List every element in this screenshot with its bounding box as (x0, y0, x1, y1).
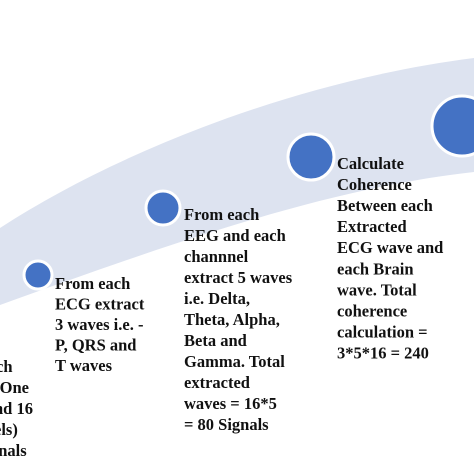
step-text: P, QRS and (55, 335, 136, 354)
step-text: - One (0, 378, 29, 397)
step-text: Extracted (337, 217, 407, 236)
step-text: each Brain (337, 259, 414, 278)
step-text: From each (184, 205, 259, 224)
step-text: wave. Total (337, 280, 417, 299)
circle (22, 259, 54, 291)
step-text: calculation = (337, 323, 428, 342)
step-text: gnals (0, 441, 27, 460)
step-text: coherence (337, 301, 407, 320)
step-text: waves = 16*5 (184, 394, 277, 413)
step-text: extracted (184, 373, 250, 392)
step-text: Gamma. Total (184, 352, 285, 371)
step-text: Calculate (337, 154, 404, 173)
step-text: els) (0, 420, 18, 439)
step-text: 3*5*16 = 240 (337, 344, 429, 363)
circle (430, 94, 474, 158)
step-text: channnel (184, 247, 249, 266)
step-text: From each (55, 274, 130, 293)
step-text: nd 16 (0, 399, 33, 418)
step-text: i.e. Delta, (184, 289, 250, 308)
step-text: 3 waves i.e. - (55, 315, 143, 334)
step-text: = 80 Signals (184, 415, 269, 434)
step-text: ECG wave and (337, 238, 443, 257)
step-text: ch (0, 357, 13, 376)
step-text: EEG and each (184, 226, 286, 245)
circle (286, 132, 336, 182)
step-text: Beta and (184, 331, 247, 350)
step-text: ECG extract (55, 294, 145, 313)
circle (144, 189, 182, 227)
step-text: extract 5 waves (184, 268, 293, 287)
step-text: Coherence (337, 175, 412, 194)
step-text: Between each (337, 196, 433, 215)
step-text: Theta, Alpha, (184, 310, 280, 329)
step-text: T waves (55, 356, 113, 375)
step-circles (22, 94, 474, 291)
curved-band (0, 58, 474, 305)
